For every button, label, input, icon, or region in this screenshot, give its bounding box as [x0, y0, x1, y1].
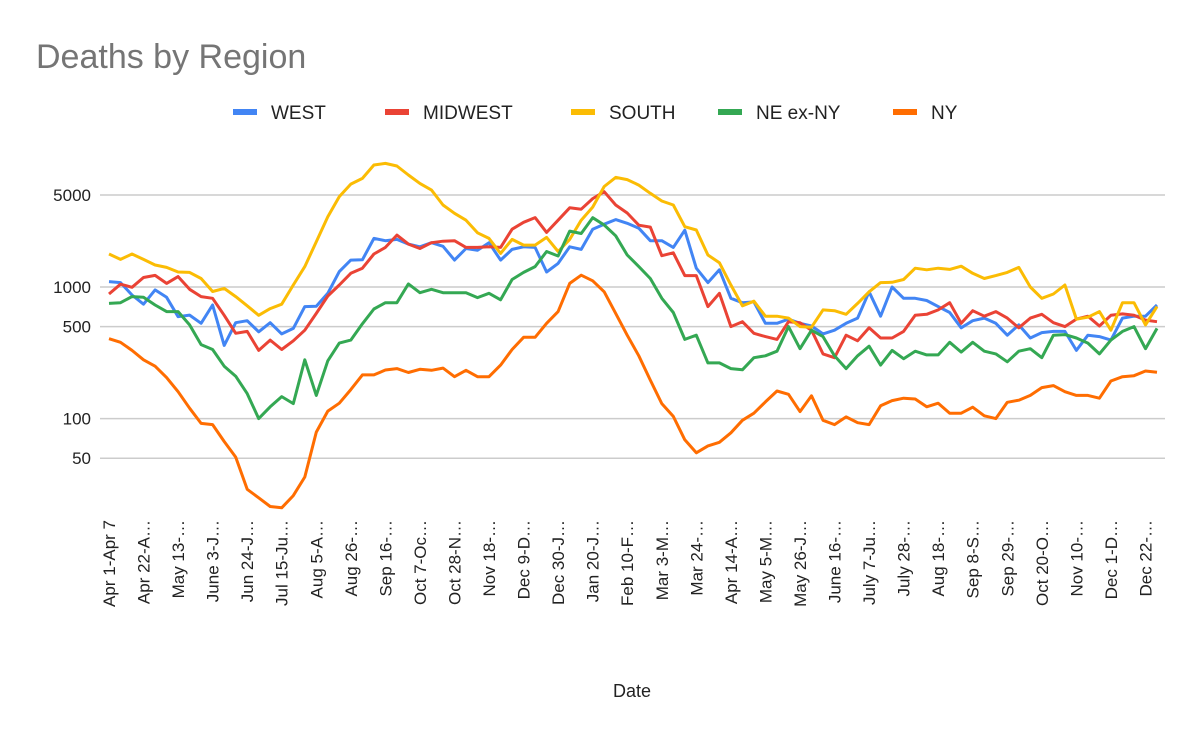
x-tick-label: Sep 8-S… — [964, 520, 983, 598]
legend-label: MIDWEST — [423, 103, 513, 124]
series-line-midwest — [108, 190, 1158, 360]
y-tick-label: 50 — [72, 449, 91, 468]
x-tick-label: Nov 18-… — [480, 520, 499, 597]
x-axis-ticks: Apr 1-Apr 7 Apr 22-A… May 13-… June 3-J… Jun… — [100, 520, 1155, 607]
x-tick-label: Jun 24-J… — [238, 520, 257, 602]
legend-item-midwest: MIDWEST — [385, 103, 513, 124]
x-tick-label: Dec 22-… — [1136, 520, 1155, 597]
x-tick-label: Nov 10-… — [1067, 520, 1086, 597]
x-tick-label: Apr 22-A… — [135, 520, 154, 604]
x-tick-label: Apr 14-A… — [722, 520, 741, 604]
x-axis-title: Date — [613, 681, 651, 701]
x-tick-label: Oct 7-Oc… — [411, 520, 430, 605]
x-tick-label: Aug 18-… — [929, 520, 948, 597]
x-tick-label: Dec 30-J… — [549, 520, 568, 605]
legend-item-ny: NY — [893, 103, 958, 124]
x-tick-label: June 16-… — [826, 520, 845, 603]
y-tick-label: 1000 — [53, 278, 91, 297]
series-line-south — [108, 161, 1159, 332]
x-tick-label: Aug 26-… — [342, 520, 361, 597]
y-tick-label: 5000 — [53, 186, 91, 205]
series-line-ny — [108, 273, 1158, 510]
y-tick-label: 100 — [63, 410, 91, 429]
x-tick-label: Dec 9-D… — [515, 520, 534, 599]
x-tick-label: Sep 29-… — [998, 520, 1017, 597]
x-tick-label: Mar 24-… — [687, 520, 706, 596]
series-line-ne-ex-ny — [108, 216, 1159, 421]
plot-area — [108, 161, 1159, 510]
x-tick-label: Sep 16-… — [376, 520, 395, 597]
x-tick-label: July 28-… — [895, 520, 914, 597]
series-line-west — [108, 218, 1159, 352]
legend-item-west: WEST — [233, 103, 326, 124]
x-tick-label: Jul 15-Ju… — [273, 520, 292, 606]
x-tick-label: Oct 20-O… — [1033, 520, 1052, 606]
x-tick-label: June 3-J… — [204, 520, 223, 602]
legend-item-ne-ex-ny: NE ex-NY — [718, 103, 841, 124]
chart-title: Deaths by Region — [36, 38, 306, 76]
y-tick-label: 500 — [63, 318, 91, 337]
x-tick-label: Jan 20-J… — [584, 520, 603, 602]
x-tick-label: Mar 3-M… — [653, 520, 672, 600]
gridlines — [100, 194, 1165, 459]
x-tick-label: Aug 5-A… — [307, 520, 326, 598]
x-tick-label: July 7-Ju… — [860, 520, 879, 605]
x-tick-label: Apr 1-Apr 7 — [100, 520, 119, 607]
legend-label: WEST — [271, 103, 326, 124]
legend-item-south: SOUTH — [571, 103, 676, 124]
x-tick-label: Dec 1-D… — [1102, 520, 1121, 599]
legend-label: NY — [931, 103, 958, 124]
x-tick-label: Feb 10-F… — [618, 520, 637, 606]
y-axis-ticks: 50 100 500 1000 5000 — [53, 186, 91, 468]
legend-label: NE ex-NY — [756, 103, 841, 124]
x-tick-label: May 5-M… — [756, 520, 775, 603]
legend-label: SOUTH — [609, 103, 676, 124]
x-tick-label: Oct 28-N… — [445, 520, 464, 605]
x-tick-label: May 13-… — [169, 520, 188, 598]
legend: WEST MIDWEST SOUTH NE ex-NY NY — [233, 103, 958, 124]
x-tick-label: May 26-J… — [791, 520, 810, 607]
